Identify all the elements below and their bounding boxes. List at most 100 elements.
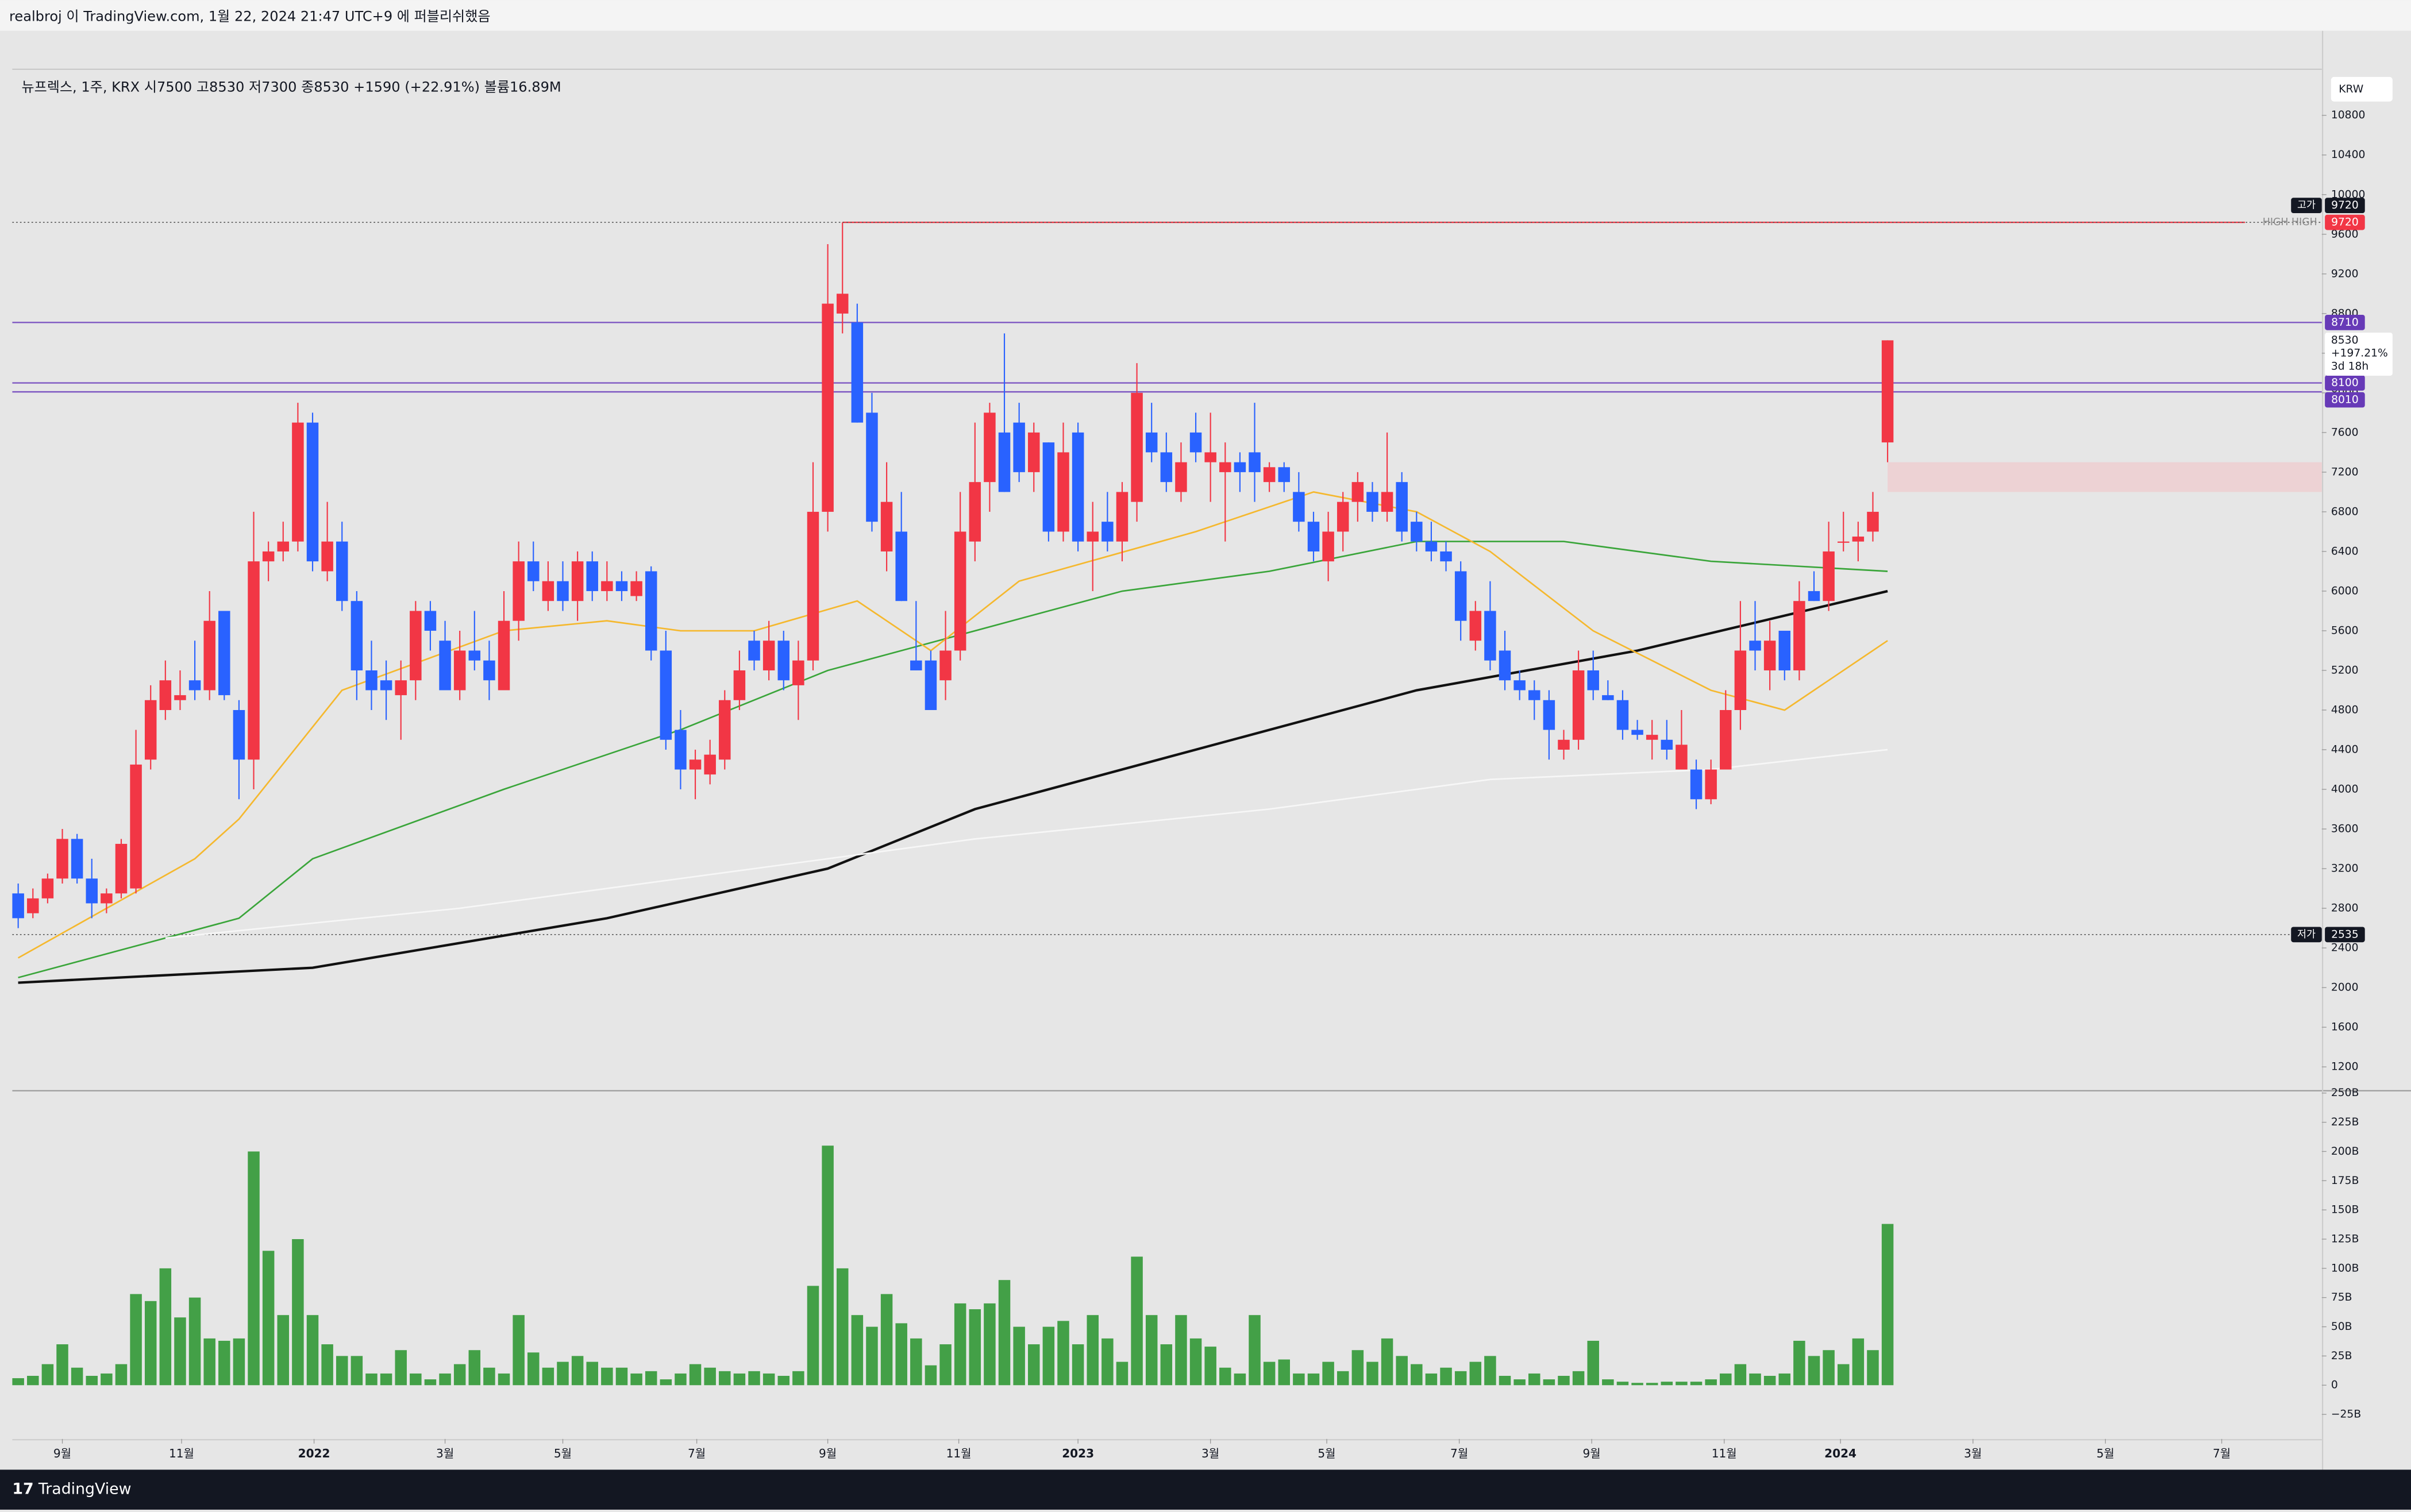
- volume-bar: [144, 1301, 157, 1386]
- candle-body: [704, 754, 716, 775]
- candle-body: [159, 680, 172, 711]
- volume-bar: [939, 1344, 952, 1386]
- candle-body: [1263, 467, 1276, 483]
- volume-bar: [1057, 1321, 1069, 1386]
- volume-bar: [851, 1315, 864, 1386]
- volume-tick-label: 250B: [2331, 1087, 2359, 1099]
- candle-body: [439, 641, 451, 691]
- x-tick-label: 7월: [2213, 1447, 2231, 1460]
- candle-body: [822, 303, 834, 512]
- volume-bar: [56, 1344, 68, 1386]
- y-tick-label: 7200: [2331, 466, 2359, 478]
- candle-body: [939, 650, 952, 681]
- x-tick-label: 3월: [1201, 1447, 1219, 1460]
- candle-body: [365, 670, 378, 691]
- volume-bar: [1072, 1344, 1084, 1386]
- volume-bar: [1793, 1340, 1805, 1386]
- volume-bar: [1558, 1375, 1570, 1386]
- volume-tick-label: −25B: [2331, 1409, 2361, 1421]
- y-tick-label: 2400: [2331, 942, 2359, 954]
- candle-body: [1484, 611, 1496, 661]
- candle-body: [1322, 531, 1334, 562]
- volume-bar: [1881, 1224, 1894, 1386]
- price-badge-value: 8710: [2331, 317, 2359, 329]
- candle-body: [1116, 492, 1129, 542]
- volume-bar: [1381, 1338, 1393, 1386]
- currency-box[interactable]: [2331, 76, 2393, 102]
- volume-bar: [1425, 1373, 1438, 1386]
- moving-average: [18, 541, 1888, 979]
- candle-body: [1307, 522, 1320, 551]
- tag-label: 고가: [2297, 200, 2316, 211]
- volume-bar: [1366, 1361, 1378, 1386]
- candle-body: [1204, 452, 1216, 462]
- volume-bar: [984, 1303, 996, 1386]
- price-zone: [1888, 462, 2322, 492]
- candle-body: [1454, 571, 1467, 621]
- last-price: 8530: [2331, 334, 2359, 346]
- candle-body: [86, 878, 98, 904]
- volume-bar: [1189, 1338, 1202, 1386]
- plot: 1200 1600 2000 2400 2800 3200 3600 4000 4400 4800…: [12, 109, 2393, 1460]
- x-tick-label: 11월: [1712, 1447, 1737, 1460]
- volume-bar: [719, 1371, 731, 1386]
- price-badge-value: 2535: [2331, 928, 2359, 940]
- candle-body: [1028, 432, 1040, 472]
- candle-body: [306, 422, 319, 562]
- volume-bar: [498, 1373, 510, 1386]
- brand: TradingView: [38, 1480, 132, 1498]
- tag-badge: [2291, 198, 2322, 214]
- volume-bar: [1396, 1356, 1408, 1386]
- volume-bar: [262, 1251, 275, 1386]
- volume-bar: [439, 1373, 451, 1386]
- candle-body: [1249, 452, 1261, 472]
- volume-bar: [1543, 1379, 1555, 1386]
- candle-body: [1087, 531, 1099, 542]
- volume-bar: [410, 1373, 422, 1386]
- volume-bar: [188, 1297, 201, 1386]
- attribution: realbroj 이 TradingView.com, 1월 22, 2024 …: [9, 9, 490, 25]
- volume-bar: [292, 1239, 304, 1386]
- price-badge: [2325, 375, 2365, 391]
- volume-tick-label: 0: [2331, 1379, 2338, 1391]
- candle-body: [1734, 650, 1747, 711]
- volume-bar: [306, 1315, 319, 1386]
- y-tick-label: 6400: [2331, 545, 2359, 557]
- volume-bar: [925, 1365, 937, 1386]
- volume-bar: [1837, 1364, 1850, 1386]
- volume-bar: [1351, 1350, 1364, 1386]
- candle-body: [1572, 670, 1585, 740]
- volume-bar: [1454, 1371, 1467, 1386]
- countdown: 3d 18h: [2331, 360, 2368, 372]
- volume-bar: [321, 1344, 333, 1386]
- volume-bar: [748, 1371, 760, 1386]
- candle-body: [1558, 739, 1570, 750]
- volume-bar: [351, 1356, 363, 1386]
- y-tick-label: 5600: [2331, 624, 2359, 637]
- x-tick-label: 5월: [2097, 1447, 2115, 1460]
- candle-body: [1867, 511, 1879, 532]
- candle-body: [1057, 452, 1069, 532]
- candle-body: [1101, 522, 1114, 542]
- volume-tick-label: 25B: [2331, 1350, 2352, 1362]
- y-tick-label: 3200: [2331, 863, 2359, 875]
- volume-bar: [1087, 1315, 1099, 1386]
- price-badge-value: 8010: [2331, 394, 2359, 406]
- candle-body: [71, 839, 83, 879]
- x-tick-label: 3월: [1964, 1447, 1982, 1460]
- volume-bar: [1749, 1373, 1761, 1386]
- x-tick-label: 7월: [688, 1447, 706, 1460]
- x-tick-label: 5월: [554, 1447, 572, 1460]
- volume-bar: [866, 1326, 878, 1386]
- volume-bar: [1234, 1373, 1246, 1386]
- volume-bar: [71, 1367, 83, 1386]
- candle-body: [1425, 541, 1438, 551]
- candle-body: [218, 611, 230, 696]
- volume-bar: [1763, 1375, 1776, 1386]
- volume-bar: [1131, 1256, 1143, 1386]
- volume-tick-label: 200B: [2331, 1145, 2359, 1158]
- volume-bar: [998, 1280, 1011, 1386]
- moving-average: [18, 589, 1888, 984]
- candle-body: [248, 561, 260, 760]
- candle-body: [1293, 492, 1305, 522]
